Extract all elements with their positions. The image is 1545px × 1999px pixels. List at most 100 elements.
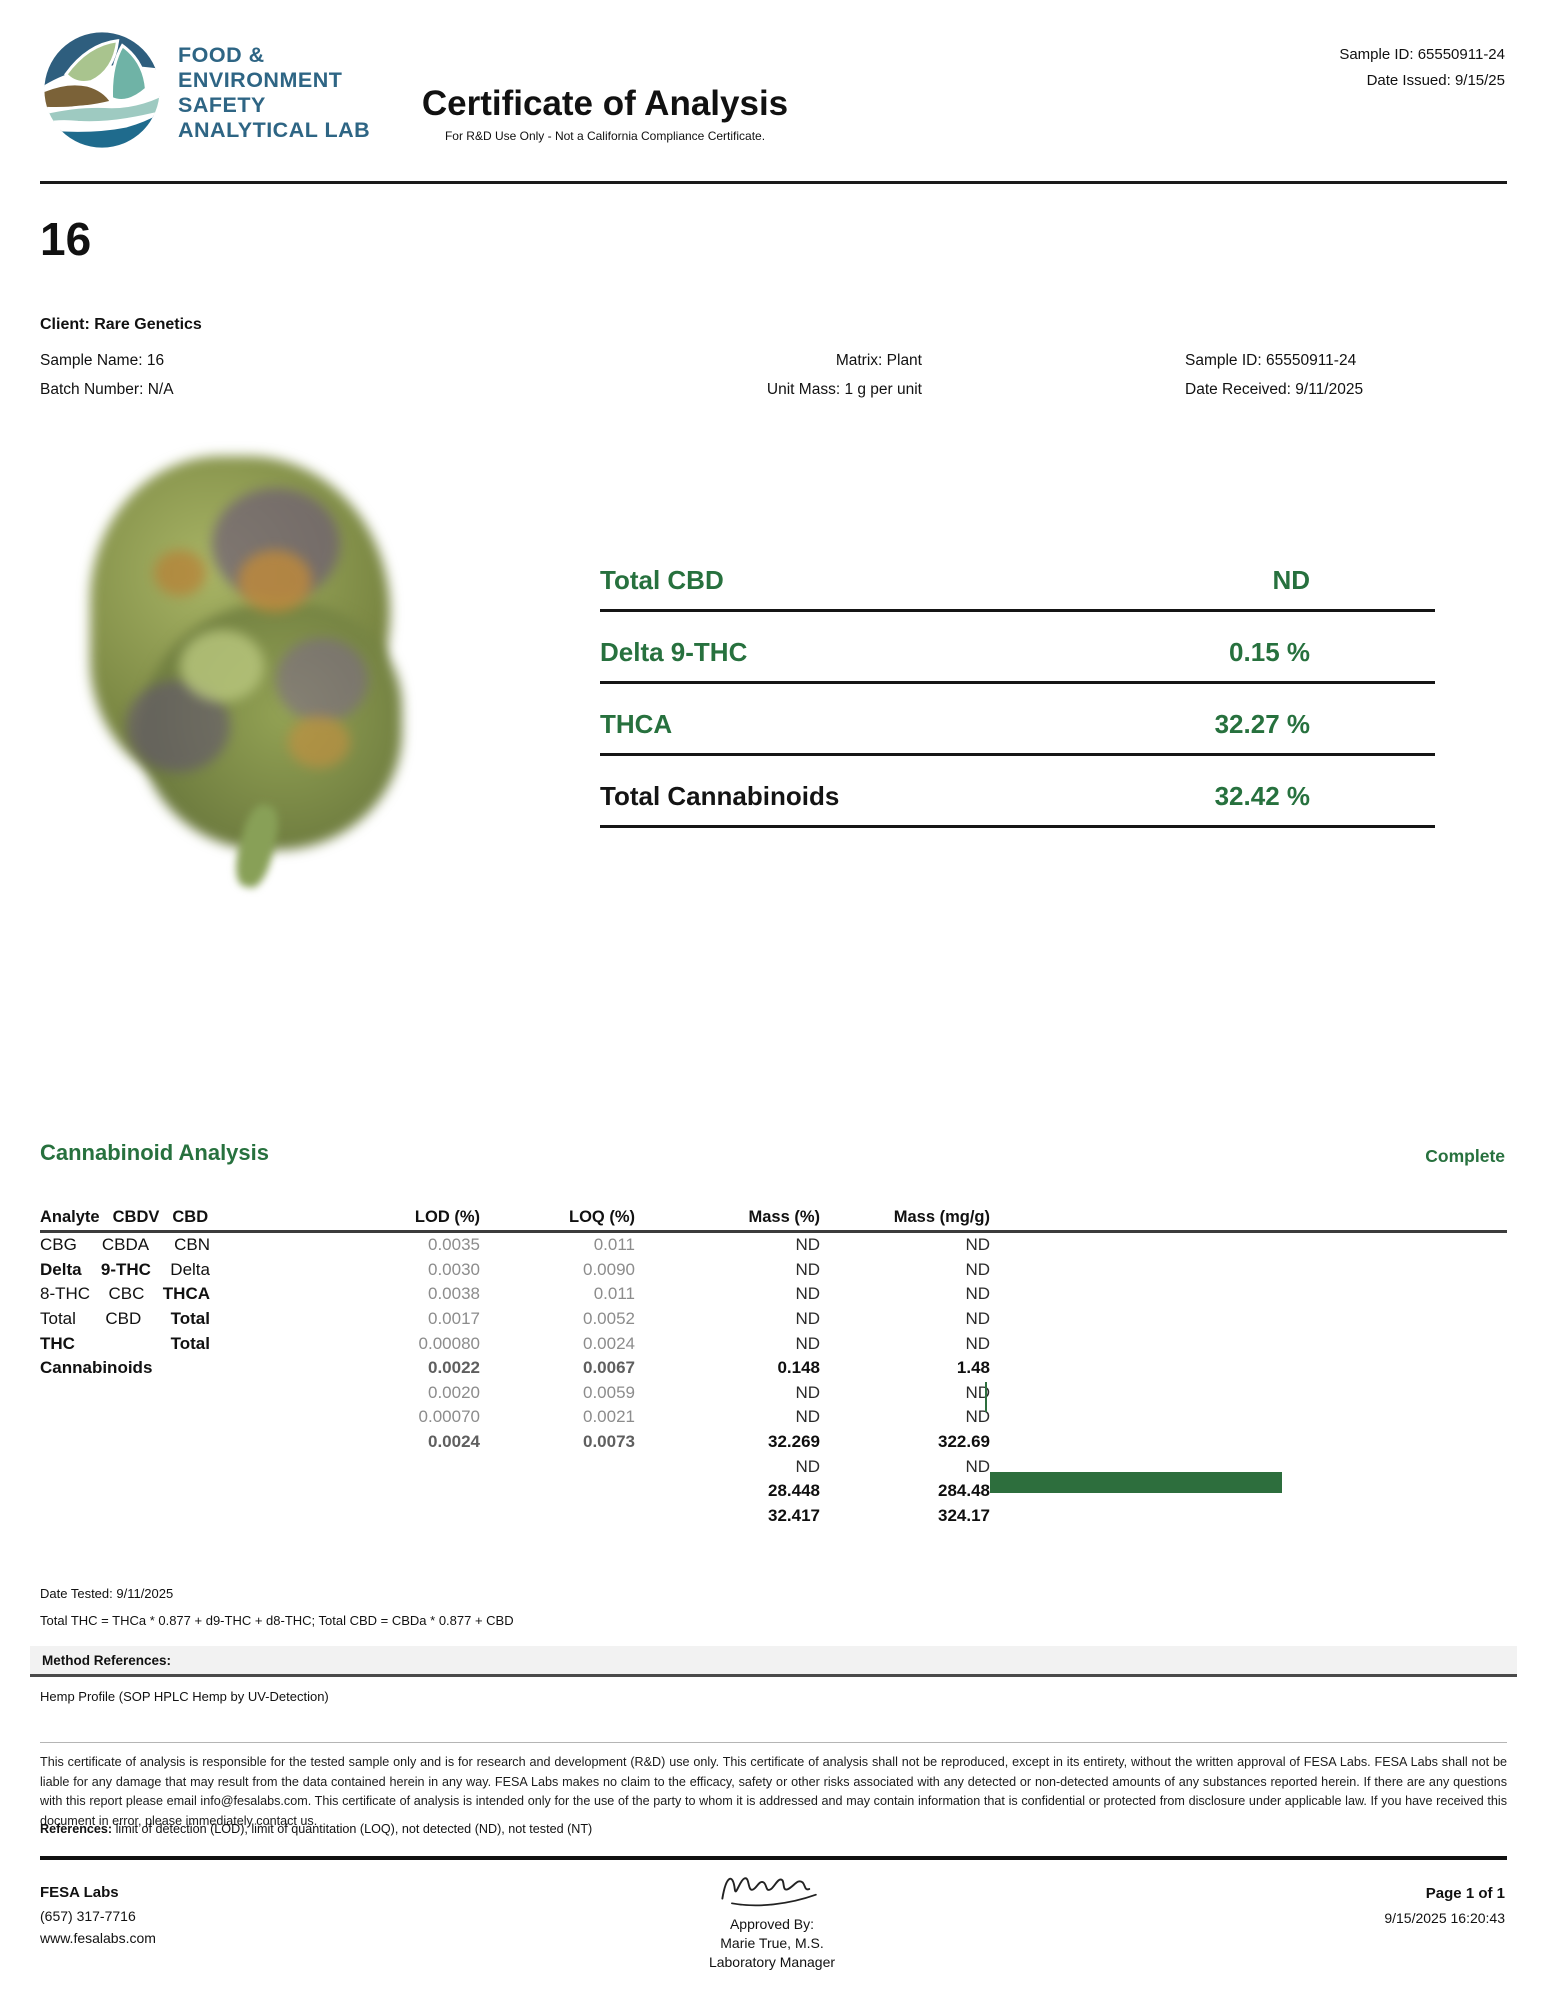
mass-pct-cell: 0.148 <box>777 1358 820 1378</box>
summary-analyte-value: 32.42 % <box>1214 781 1310 811</box>
footer-divider <box>40 1856 1507 1860</box>
table-row: 0.00080 0.0024 ND ND <box>40 1331 1507 1356</box>
loq-cell: 0.0052 <box>583 1309 635 1329</box>
analyte-line: Total CBD Total <box>40 1307 210 1332</box>
mass-mgg-cell: ND <box>965 1309 990 1329</box>
approver-name: Marie True, M.S. <box>720 1935 824 1951</box>
summary-row: Total Cannabinoids 32.42 % <box>600 756 1435 828</box>
footer-company: FESA Labs <box>40 1884 119 1901</box>
sample-info-label: Unit Mass: <box>766 381 845 398</box>
document-title: Certificate of Analysis <box>421 84 789 123</box>
table-row: 0.0035 0.011 ND ND <box>40 1233 1507 1258</box>
loq-cell: 0.0021 <box>583 1407 635 1427</box>
analyte-line: THC Total <box>40 1331 210 1356</box>
mass-pct-cell: ND <box>795 1407 820 1427</box>
mass-mgg-cell: 1.48 <box>956 1358 990 1378</box>
mass-pct-cell: ND <box>795 1382 820 1402</box>
total-thc-formula: Total THC = THCa * 0.877 + d9-THC + d8-T… <box>40 1613 514 1628</box>
lod-cell: 0.0020 <box>428 1382 480 1402</box>
analyte-token: Total <box>40 1309 76 1329</box>
mass-mgg-cell: ND <box>965 1333 990 1353</box>
summary-analyte-value: 32.27 % <box>1214 709 1310 739</box>
lod-cell: 0.00080 <box>418 1333 480 1353</box>
method-references-band: Method References: <box>30 1646 1517 1677</box>
analyte-token: THCA <box>162 1284 210 1304</box>
loq-cell: 0.0073 <box>583 1432 635 1452</box>
mass-pct-cell: ND <box>795 1259 820 1279</box>
page-number: Page 1 of 1 <box>1425 1885 1505 1902</box>
document-subtitle: For R&D Use Only - Not a California Comp… <box>444 129 766 143</box>
analyte-line: CBG CBDA CBN <box>40 1233 210 1258</box>
footer-page-info: Page 1 of 1 9/15/2025 16:20:43 <box>1384 1882 1505 1930</box>
footer-phone: (657) 317-7716 <box>40 1907 136 1924</box>
analyte-header-token: CBD <box>172 1208 209 1226</box>
table-row: 0.0022 0.0067 0.148 1.48 <box>40 1356 1507 1413</box>
mass-pct-cell: ND <box>795 1235 820 1255</box>
sample-info-label: Sample ID: <box>1185 352 1266 369</box>
analyte-line: Delta 9-THC Delta <box>40 1258 210 1283</box>
table-row: 0.0020 0.0059 ND ND <box>40 1381 1507 1406</box>
table-row: 28.448 284.48 <box>40 1479 1507 1504</box>
lod-cell: 0.00070 <box>418 1407 480 1427</box>
sample-info-field: Matrix: Plant <box>652 346 922 375</box>
references-label: References: <box>40 1822 113 1836</box>
references-text: limit of detection (LOD), limit of quant… <box>112 1822 593 1836</box>
sample-name-heading: 16 <box>40 213 92 265</box>
mass-pct-cell: ND <box>795 1456 820 1476</box>
summary-analyte-value: 0.15 % <box>1229 637 1310 667</box>
analyte-token: CBD <box>105 1309 142 1329</box>
summary-analyte-label: THCA <box>600 709 673 739</box>
lod-cell: 0.0017 <box>428 1309 480 1329</box>
lab-name-line: ANALYTICAL LAB <box>178 117 371 142</box>
summary-analyte-label: Delta 9-THC <box>600 637 748 667</box>
analyte-line: Cannabinoids <box>40 1356 210 1381</box>
lod-cell: 0.0030 <box>428 1259 480 1279</box>
table-row: 0.0038 0.011 ND ND <box>40 1282 1507 1307</box>
sample-info-column: Matrix: Plant Unit Mass: 1 g per unit <box>652 346 922 404</box>
summary-row: THCA 32.27 % <box>600 684 1435 756</box>
sample-info-field: Batch Number: N/A <box>40 375 210 404</box>
lod-cell: 0.0035 <box>428 1235 480 1255</box>
analyte-token: Total <box>170 1309 210 1329</box>
sample-info-field: Unit Mass: 1 g per unit <box>652 375 922 404</box>
mass-mgg-cell: 322.69 <box>938 1432 990 1452</box>
potency-summary-table: Total CBD ND Delta 9-THC 0.15 % THCA 32.27 % T… <box>600 540 1435 828</box>
loq-cell: 0.0059 <box>583 1382 635 1402</box>
mass-pct-cell: 32.417 <box>768 1505 820 1525</box>
analyte-token: CBN <box>174 1235 210 1255</box>
method-text: Hemp Profile (SOP HPLC Hemp by UV-Detect… <box>40 1689 329 1704</box>
analyte-token: THC <box>40 1333 75 1353</box>
method-references-label: Method References: <box>42 1652 172 1668</box>
sample-info-label: Matrix: <box>835 352 887 369</box>
summary-analyte-label: Total Cannabinoids <box>600 781 840 811</box>
table-row: 0.0017 0.0052 ND ND <box>40 1307 1507 1332</box>
analysis-table-header: Analyte CBDV CBD LOD (%) LOQ (%) Mass (%) … <box>40 1195 1507 1233</box>
sample-info-column: Sample ID: 65550911-24 Date Received: 9/1… <box>1185 346 1363 404</box>
mass-pct-cell: 28.448 <box>768 1481 820 1501</box>
sample-info-label: Sample Name: <box>40 352 147 369</box>
footer-website-link[interactable]: www.fesalabs.com <box>40 1930 156 1946</box>
column-header-lod: LOD (%) <box>414 1208 480 1226</box>
header-meta: Sample ID: 65550911-24 Date Issued: 9/15… <box>1339 42 1505 94</box>
sample-info-value: 65550911-24 <box>1265 352 1357 369</box>
mass-pct-cell: ND <box>795 1309 820 1329</box>
sample-info-value: 16 <box>146 352 165 369</box>
analyte-token: CBG <box>40 1235 77 1255</box>
mass-pct-cell: ND <box>795 1284 820 1304</box>
cannabinoid-analysis-table: Analyte CBDV CBD LOD (%) LOQ (%) Mass (%) … <box>40 1195 1507 1528</box>
mass-mgg-cell: ND <box>965 1259 990 1279</box>
sample-photo-blob <box>154 550 206 596</box>
column-header-mass-pct: Mass (%) <box>748 1208 820 1226</box>
mass-mgg-cell: 324.17 <box>938 1505 990 1525</box>
mass-pct-cell: 32.269 <box>768 1432 820 1452</box>
sample-photo-blob <box>180 630 264 702</box>
sample-photo <box>62 432 448 891</box>
summary-row: Delta 9-THC 0.15 % <box>600 612 1435 684</box>
analyte-header-token: Analyte <box>40 1208 100 1226</box>
loq-cell: 0.011 <box>593 1284 635 1304</box>
mass-mgg-cell: ND <box>965 1382 990 1402</box>
footer-lab-contact: FESA Labs (657) 317-7716 www.fesalabs.co… <box>40 1882 156 1950</box>
section-title-cannabinoid-analysis: Cannabinoid Analysis <box>40 1140 270 1165</box>
signature-image <box>721 1877 817 1907</box>
mass-mgg-cell: ND <box>965 1407 990 1427</box>
